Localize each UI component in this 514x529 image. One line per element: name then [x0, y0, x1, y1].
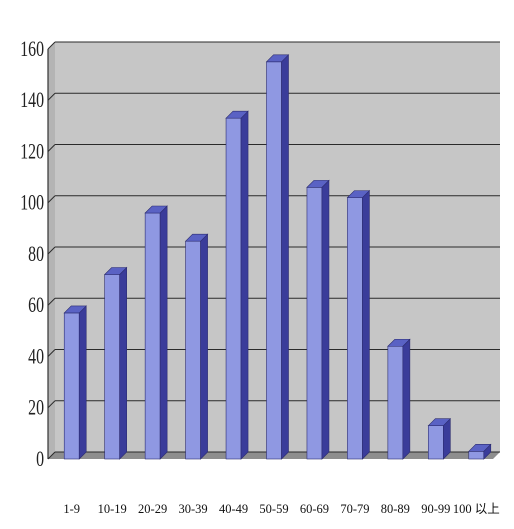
x-tick-label: 40-49: [219, 502, 248, 516]
bar: [225, 110, 249, 460]
y-tick-label: 160: [20, 38, 44, 62]
bar-side: [402, 338, 411, 460]
bar-top: [387, 338, 411, 347]
bar: [427, 417, 452, 460]
bar-side: [78, 305, 87, 460]
x-tick-label: 60-69: [300, 502, 329, 516]
bar-front: [185, 240, 201, 460]
bar-front: [266, 61, 282, 460]
y-tick-label: 140: [20, 89, 44, 113]
y-tick-label: 80: [28, 243, 44, 267]
bar-front: [144, 212, 161, 460]
bar-side: [362, 189, 370, 460]
x-tick-label: 20-29: [138, 502, 167, 516]
bar-top: [103, 267, 128, 275]
bar-top: [225, 110, 249, 119]
bar: [63, 305, 87, 460]
gridline-side: [47, 246, 56, 255]
y-tick-label: 0: [36, 448, 44, 472]
x-tick-label: 100 以上: [453, 502, 500, 516]
y-tick-label: 120: [20, 140, 44, 164]
bar-top: [184, 233, 209, 242]
bar-top: [265, 54, 290, 63]
bar: [468, 443, 492, 460]
bar: [387, 338, 411, 460]
y-tick-label: 20: [28, 396, 44, 420]
gridline-side: [47, 41, 56, 50]
x-tick-label: 30-39: [179, 502, 208, 516]
bar-top: [346, 190, 371, 198]
bar-top: [63, 305, 87, 314]
bar-front: [387, 345, 404, 460]
x-tick-label: 80-89: [381, 502, 410, 516]
gridline-side: [47, 297, 56, 306]
gridline-side: [47, 349, 56, 357]
x-tick-label: 70-79: [340, 502, 369, 516]
y-tick-label: 40: [28, 345, 44, 369]
bar: [103, 266, 128, 460]
bar: [346, 189, 371, 460]
bar-side: [200, 233, 208, 460]
bar-front: [225, 117, 242, 460]
x-tick-label: 10-19: [98, 502, 127, 516]
bar-front: [468, 451, 485, 460]
bar-top: [427, 418, 452, 426]
bar-front: [428, 425, 444, 460]
bar-side: [119, 266, 127, 460]
gridline-side: [47, 144, 56, 152]
bar-front: [347, 197, 363, 460]
bar-top: [468, 444, 492, 452]
bar-top: [306, 180, 330, 188]
bar-side: [240, 110, 249, 460]
bar-side: [281, 54, 289, 460]
bar-front: [104, 274, 120, 460]
gridline-side: [47, 92, 56, 101]
bar: [144, 205, 168, 460]
bar: [184, 233, 209, 460]
bar: [265, 54, 290, 460]
gridline-side: [47, 195, 56, 204]
bar-front: [306, 187, 323, 460]
y-tick-label: 60: [28, 294, 44, 318]
gridline-side: [47, 400, 56, 409]
bar-top: [144, 205, 168, 214]
y-tick-label: 100: [20, 191, 44, 215]
bar: [306, 179, 330, 460]
bar-side: [159, 205, 168, 460]
bar-front: [63, 312, 80, 460]
bar-side: [321, 179, 330, 460]
x-tick-label: 50-59: [259, 502, 288, 516]
x-tick-label: 90-99: [421, 502, 450, 516]
gridline-side: [47, 451, 56, 460]
x-tick-label: 1-9: [63, 502, 80, 516]
